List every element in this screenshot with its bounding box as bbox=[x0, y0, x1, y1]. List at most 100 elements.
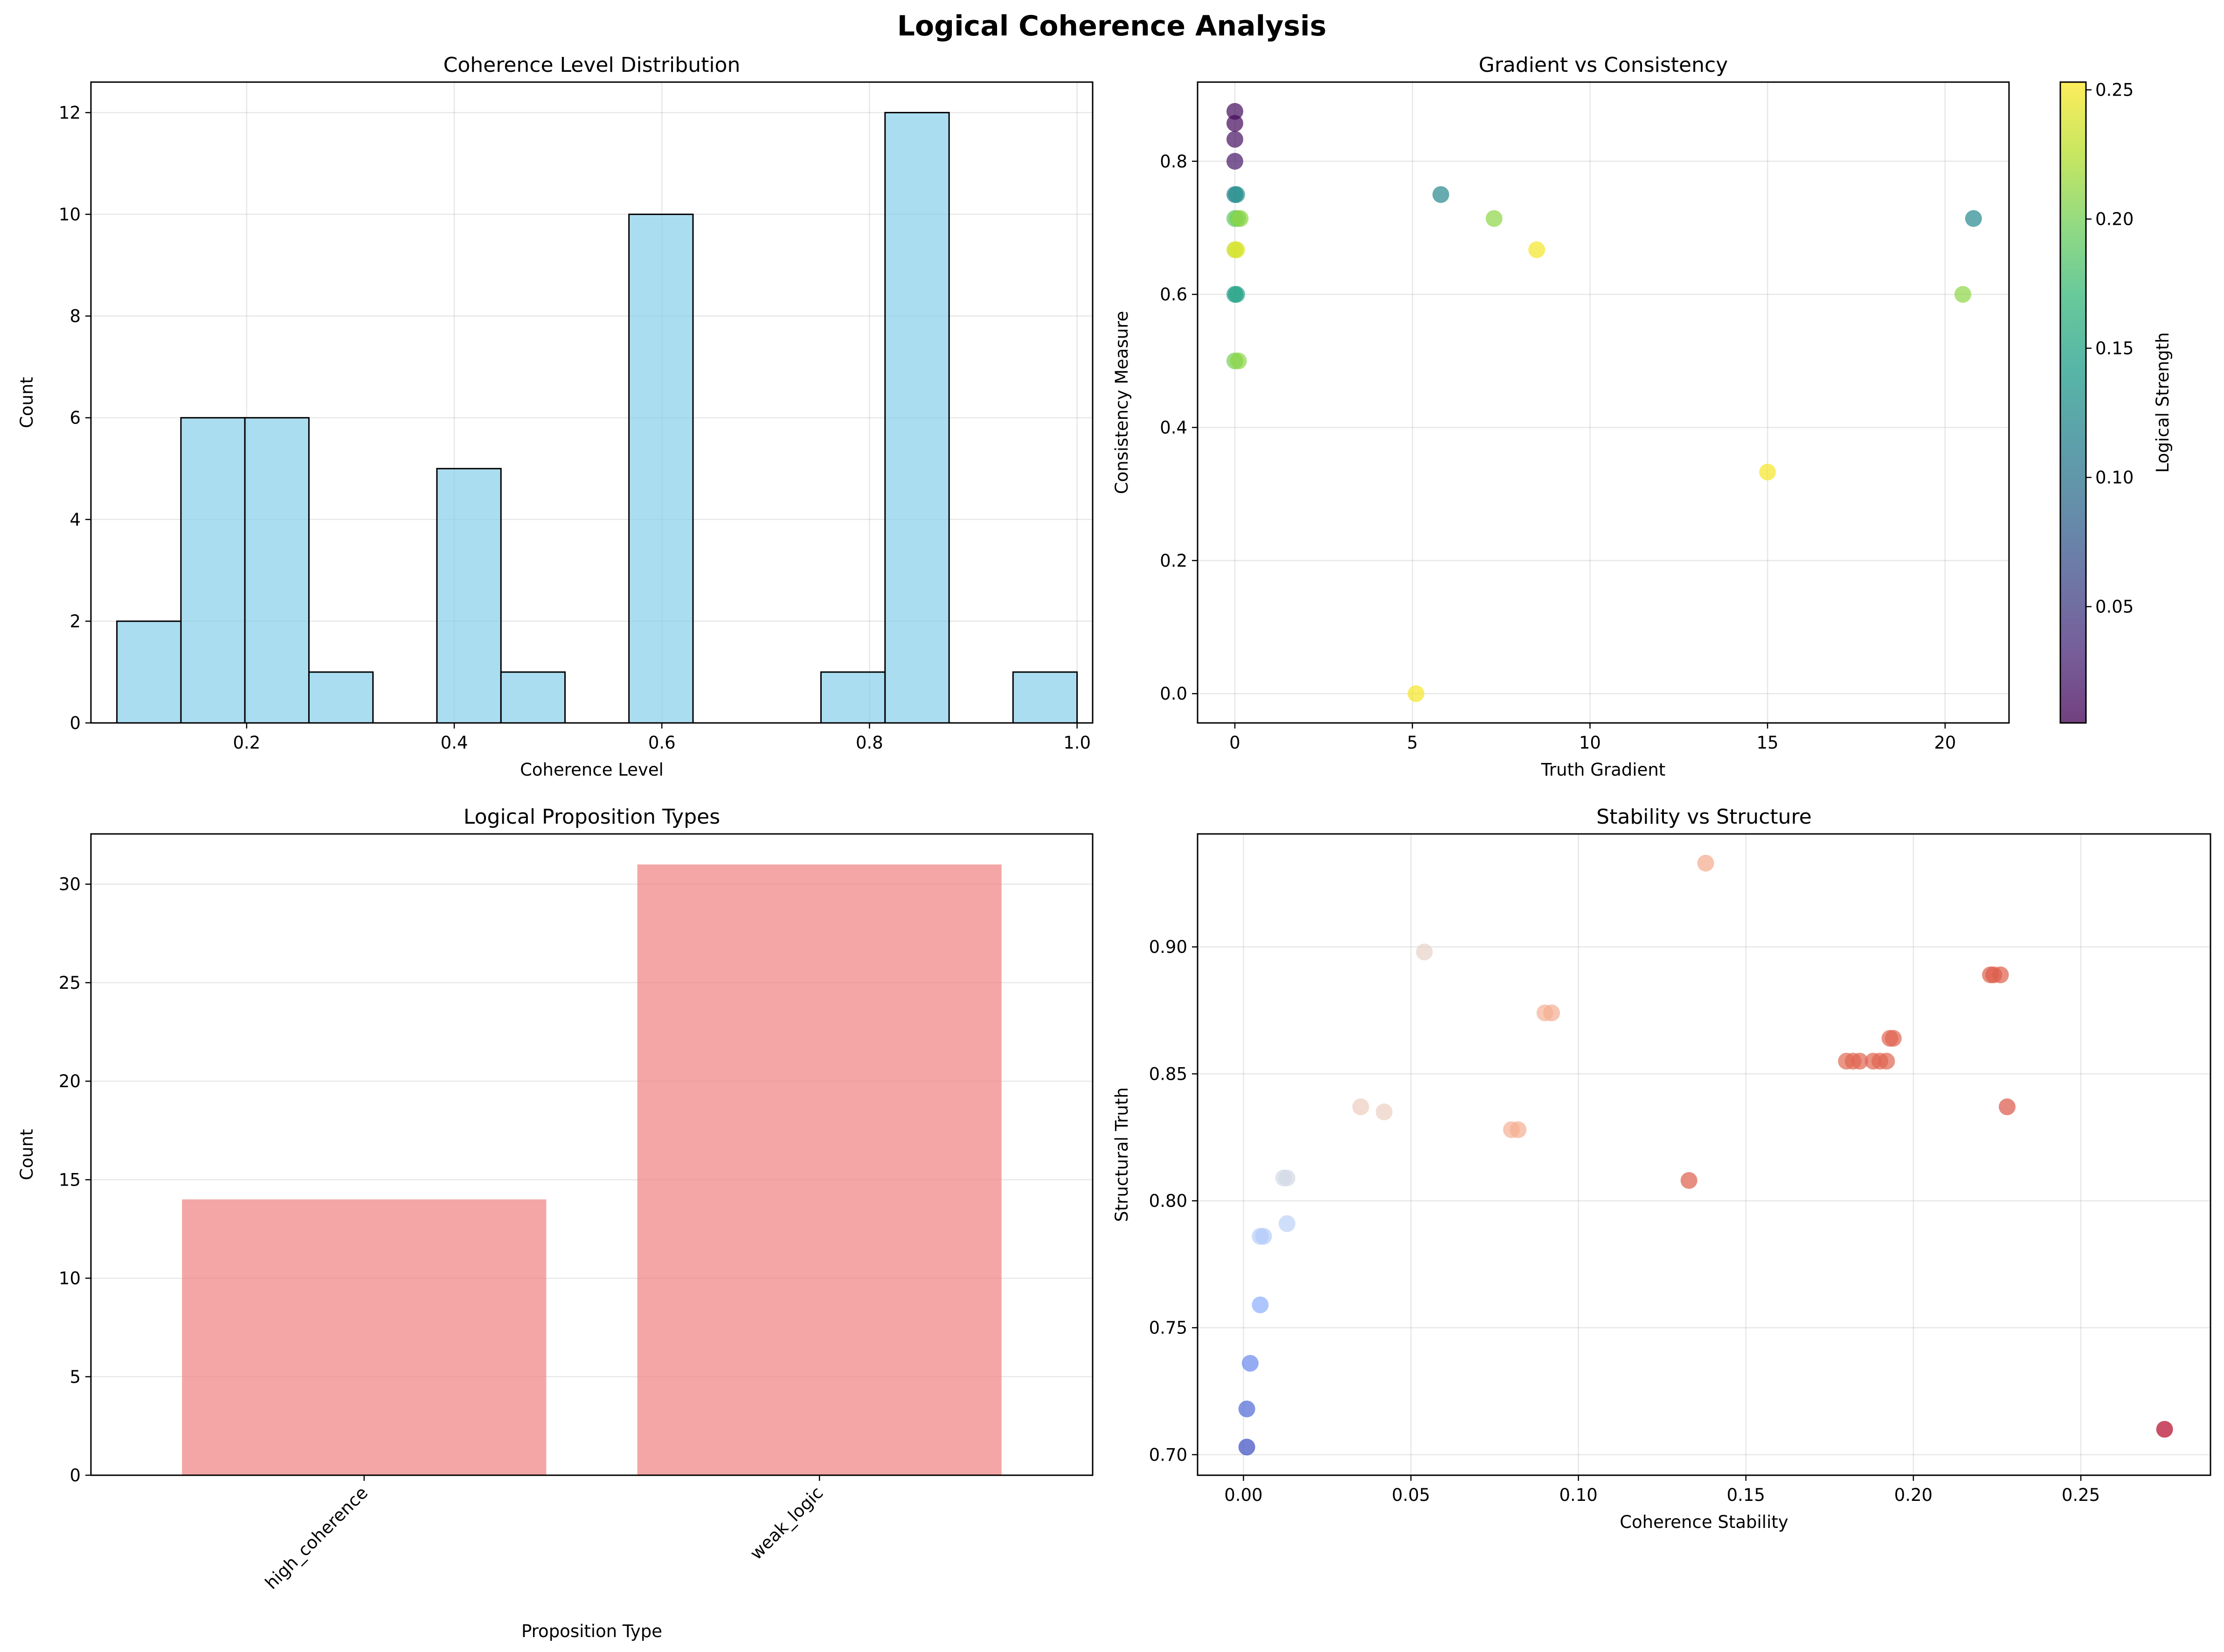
histogram-bar bbox=[820, 671, 886, 724]
y-axis-label: Structural Truth bbox=[1112, 1087, 1132, 1222]
y-axis-label: Count bbox=[17, 1129, 37, 1180]
x-tick-label: 0.8 bbox=[856, 733, 883, 753]
category-label: high_coherence bbox=[261, 1483, 372, 1593]
x-tick-label: 0.6 bbox=[648, 733, 676, 753]
scatter-point bbox=[1232, 210, 1249, 227]
y-tick-label: 12 bbox=[59, 103, 81, 123]
colorbar-tick-label: 0.10 bbox=[2095, 468, 2134, 488]
scatter-point bbox=[1226, 115, 1243, 132]
scatter-point bbox=[1226, 131, 1243, 148]
panel-title: Logical Proposition Types bbox=[464, 805, 720, 829]
colorbar-tick-label: 0.05 bbox=[2095, 597, 2134, 617]
histogram-bar bbox=[628, 214, 694, 724]
y-tick-label: 25 bbox=[59, 973, 81, 993]
scatter-point bbox=[1965, 210, 1982, 227]
scatter-point bbox=[1999, 1098, 2016, 1116]
scatter-point bbox=[1278, 1169, 1296, 1187]
scatter-point bbox=[1228, 286, 1245, 303]
y-tick-label: 0 bbox=[69, 1465, 81, 1485]
x-tick-label: 0.4 bbox=[441, 733, 468, 753]
x-tick-label: 0.05 bbox=[1392, 1485, 1430, 1505]
panel-title: Stability vs Structure bbox=[1596, 805, 1812, 829]
scatter-point bbox=[1543, 1004, 1560, 1021]
scatter-point bbox=[1228, 186, 1245, 203]
colorbar-tick-label: 0.25 bbox=[2095, 80, 2134, 100]
panel-title: Coherence Level Distribution bbox=[443, 53, 741, 77]
scatter-point bbox=[2156, 1421, 2173, 1438]
gradient-consistency-scatter: 0.0 0.2 0.4 0.6 0.8 0 5 10 15 20 Gradient vs Consi… bbox=[1112, 53, 2173, 780]
x-axis-label: Proposition Type bbox=[521, 1621, 662, 1641]
category-bar bbox=[637, 864, 1002, 1475]
x-tick-label: 0.2 bbox=[233, 733, 260, 753]
scatter-point bbox=[1432, 186, 1449, 203]
scatter-point bbox=[1252, 1296, 1269, 1313]
x-tick-label: 20 bbox=[1934, 733, 1956, 753]
y-tick-label: 0.8 bbox=[1160, 152, 1187, 172]
y-tick-label: 0.70 bbox=[1149, 1445, 1187, 1465]
scatter-point bbox=[1407, 685, 1425, 702]
scatter-point bbox=[1228, 241, 1245, 258]
category-label: weak_logic bbox=[746, 1483, 827, 1564]
histogram-bar bbox=[308, 671, 374, 724]
scatter-point bbox=[1510, 1121, 1527, 1138]
coherence-level-histogram: 0 2 4 6 8 10 12 0.2 0.4 0.6 0.8 1.0 Coherence Level … bbox=[17, 53, 1094, 780]
y-tick-label: 0.6 bbox=[1160, 285, 1187, 305]
y-tick-label: 10 bbox=[59, 205, 81, 225]
colorbar-label: Logical Strength bbox=[2153, 332, 2173, 472]
y-tick-label: 0.0 bbox=[1160, 684, 1187, 704]
scatter-point bbox=[1528, 241, 1545, 258]
colorbar-tick-label: 0.15 bbox=[2095, 339, 2134, 359]
scatter-point bbox=[1352, 1098, 1369, 1116]
category-bar bbox=[182, 1199, 547, 1475]
y-tick-label: 6 bbox=[69, 408, 81, 428]
colorbar-tick-label: 0.20 bbox=[2095, 209, 2134, 229]
y-tick-label: 0.2 bbox=[1160, 551, 1187, 571]
y-tick-label: 0.4 bbox=[1160, 418, 1187, 438]
scatter-point bbox=[1851, 1053, 1868, 1070]
plot-frame bbox=[1197, 81, 2010, 724]
histogram-bar bbox=[244, 417, 310, 724]
y-tick-label: 8 bbox=[69, 306, 81, 326]
y-tick-label: 15 bbox=[59, 1170, 81, 1190]
y-axis-label: Count bbox=[17, 377, 37, 428]
scatter-point bbox=[1885, 1030, 1902, 1047]
y-tick-label: 4 bbox=[69, 510, 81, 530]
y-axis-label: Consistency Measure bbox=[1112, 311, 1132, 494]
scatter-point bbox=[1238, 1400, 1255, 1417]
y-tick-label: 0.80 bbox=[1149, 1191, 1187, 1211]
stability-structure-scatter: 0.70 0.75 0.80 0.85 0.90 0.00 0.05 0.10 0.15 0.20… bbox=[1112, 805, 2211, 1532]
y-tick-label: 20 bbox=[59, 1071, 81, 1091]
scatter-point bbox=[1226, 153, 1243, 170]
scatter-point bbox=[1697, 854, 1714, 872]
x-tick-label: 0.25 bbox=[2062, 1485, 2100, 1505]
x-axis-label: Coherence Level bbox=[520, 760, 664, 780]
histogram-bar bbox=[116, 620, 182, 724]
x-tick-label: 15 bbox=[1757, 733, 1779, 753]
x-axis-label: Truth Gradient bbox=[1541, 760, 1666, 780]
scatter-point bbox=[1226, 103, 1243, 120]
scatter-point bbox=[1241, 1354, 1259, 1372]
y-tick-label: 5 bbox=[69, 1367, 81, 1387]
scatter-point bbox=[1416, 944, 1433, 961]
panel-title: Gradient vs Consistency bbox=[1479, 53, 1728, 77]
x-tick-label: 0.10 bbox=[1559, 1485, 1597, 1505]
histogram-bar bbox=[436, 468, 502, 724]
x-tick-label: 0.00 bbox=[1224, 1485, 1262, 1505]
x-axis-label: Coherence Stability bbox=[1620, 1512, 1788, 1532]
scatter-point bbox=[1485, 210, 1503, 227]
scatter-point bbox=[1376, 1104, 1393, 1121]
proposition-types-bar-chart: 0 5 10 15 20 25 30 Logical Proposition Types Pro… bbox=[17, 805, 1094, 1641]
x-tick-label: 0.20 bbox=[1894, 1485, 1933, 1505]
figure-title: Logical Coherence Analysis bbox=[897, 10, 1327, 42]
scatter-point bbox=[1992, 966, 2009, 984]
x-tick-label: 0.15 bbox=[1727, 1485, 1765, 1505]
scatter-point bbox=[1255, 1228, 1272, 1245]
histogram-bar bbox=[180, 417, 246, 724]
plot-frame bbox=[1197, 833, 2211, 1476]
scatter-point bbox=[1954, 286, 1972, 303]
y-tick-label: 10 bbox=[59, 1269, 81, 1289]
scatter-point bbox=[1759, 464, 1776, 481]
scatter-point bbox=[1878, 1053, 1895, 1070]
histogram-bar bbox=[1012, 671, 1078, 724]
